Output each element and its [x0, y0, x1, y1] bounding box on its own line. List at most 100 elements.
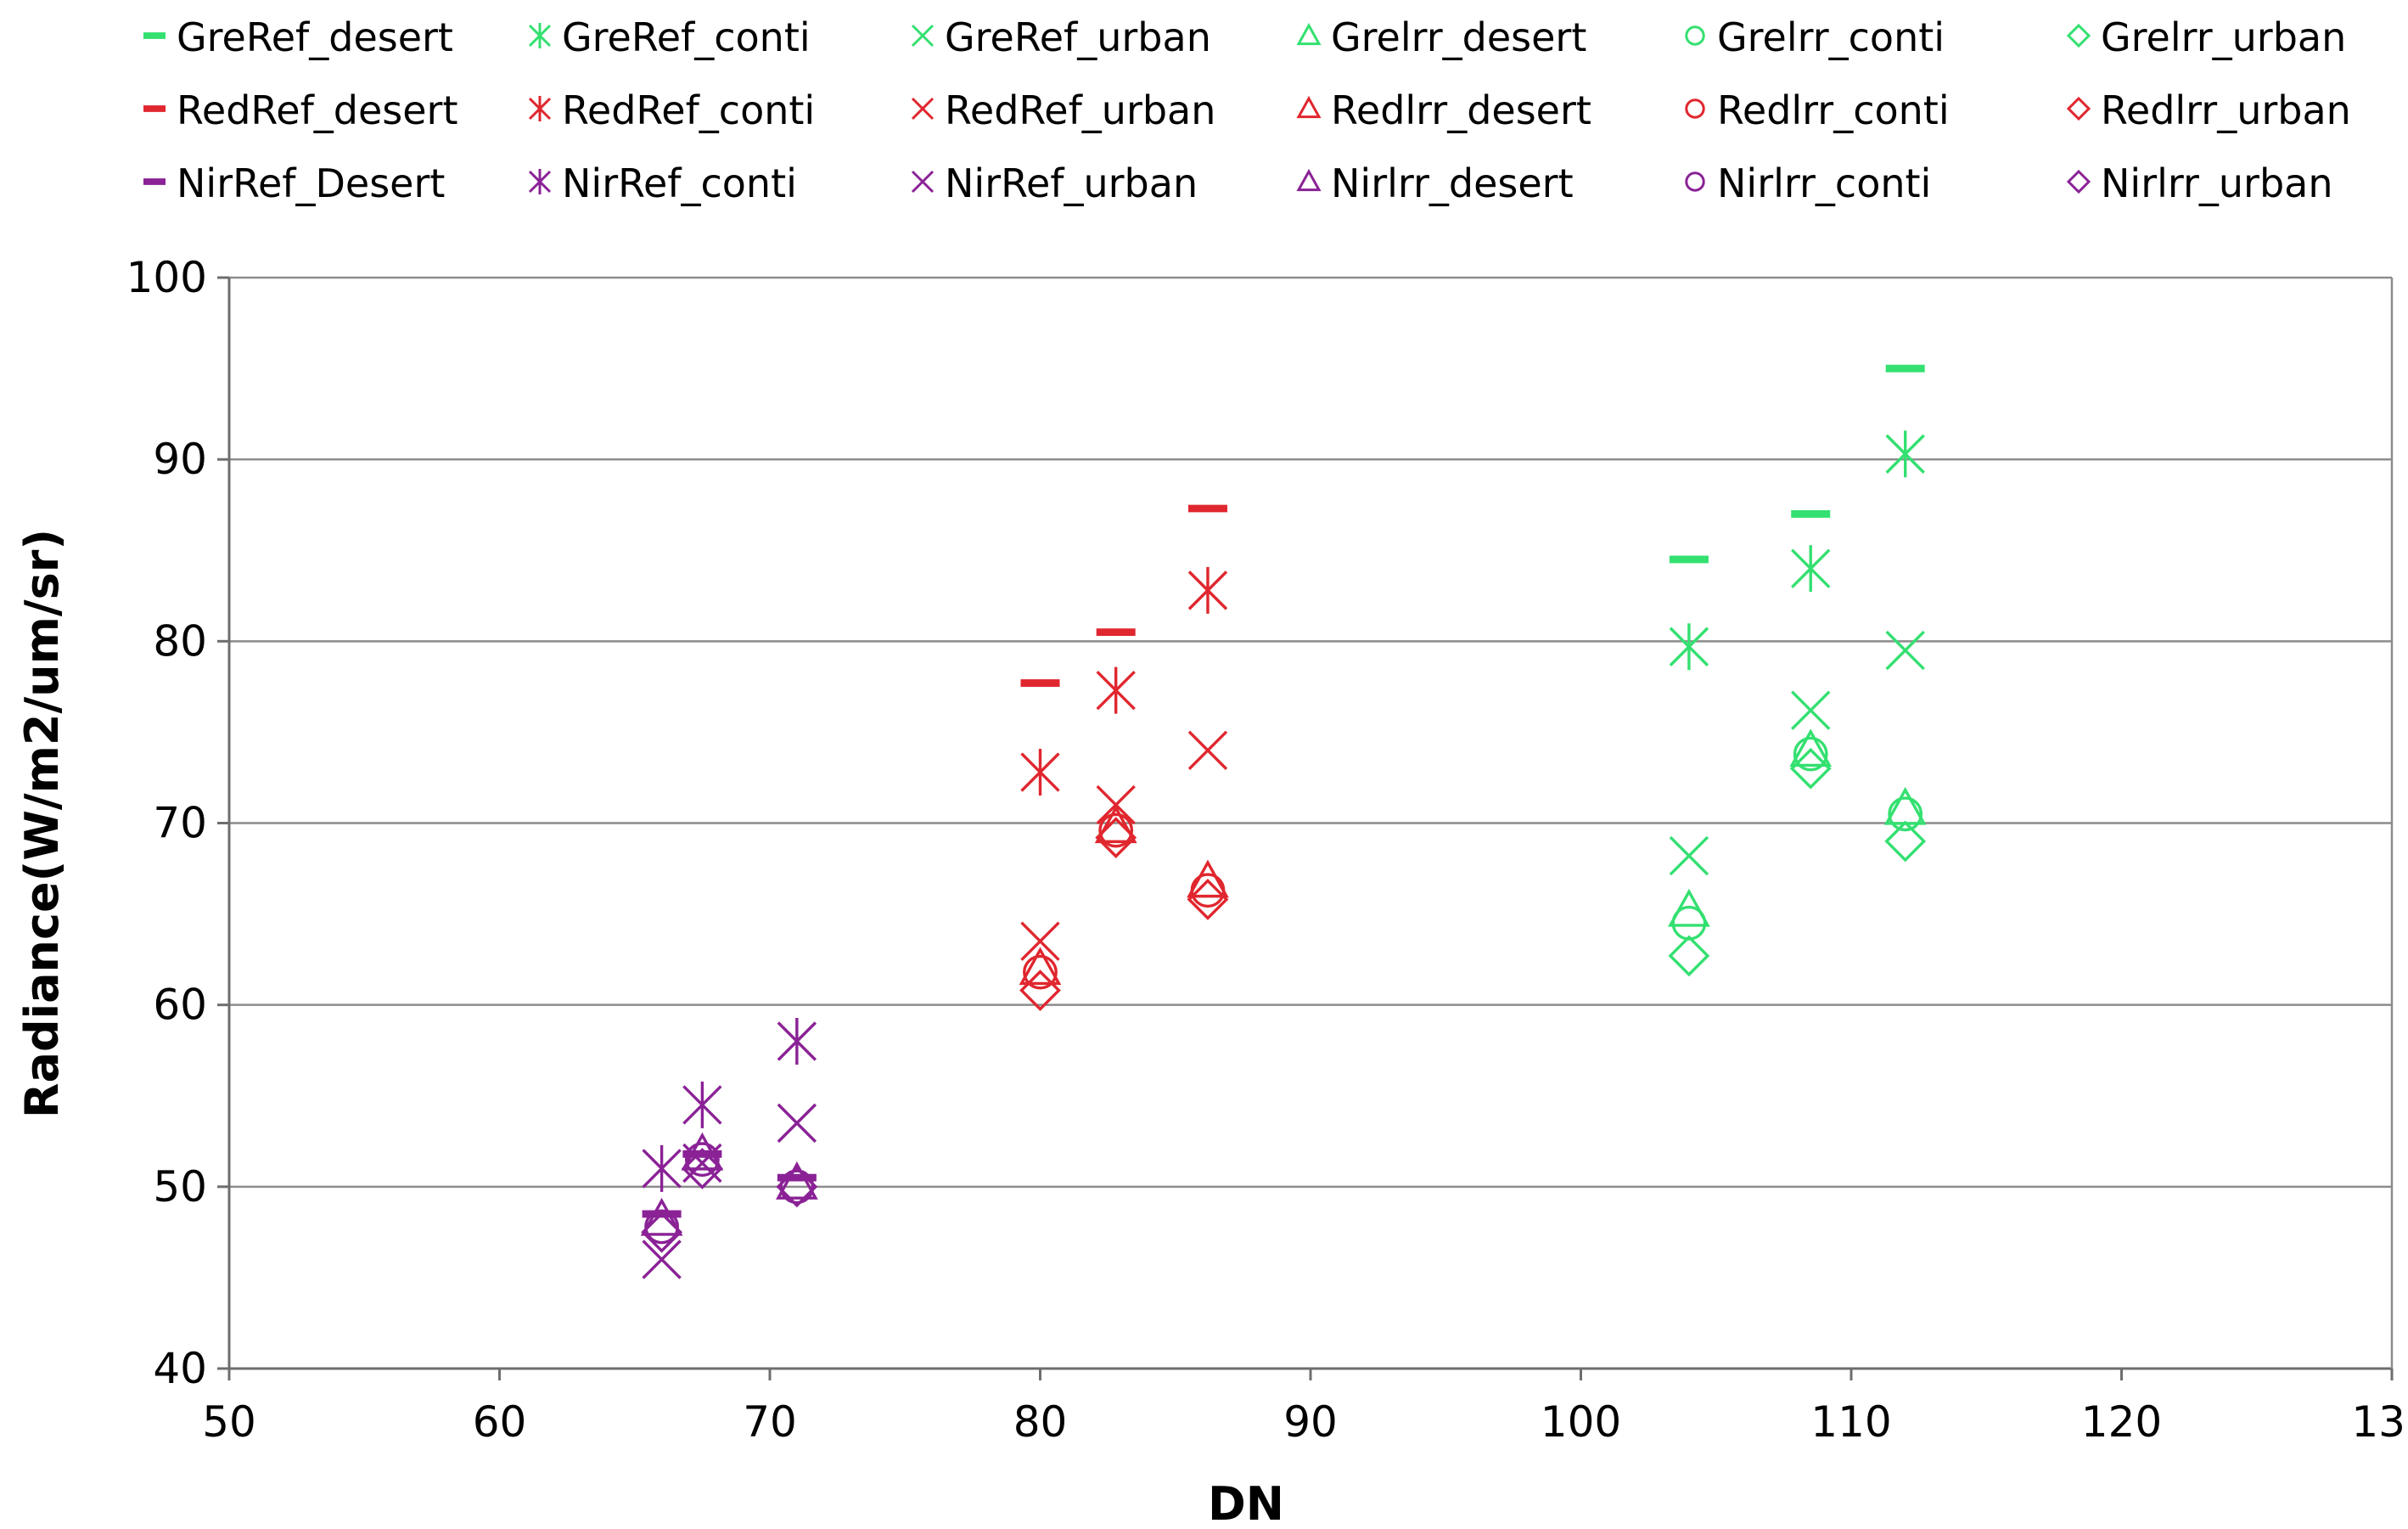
series-greirr-conti: [1671, 736, 1923, 941]
legend-label-nirirr-conti: Nirlrr_conti: [1717, 160, 1931, 206]
legend-marker-greref-urban: [911, 24, 935, 48]
data-marks: [640, 364, 1927, 1279]
x-axis-title: DN: [1208, 1477, 1284, 1529]
legend-label-redirr-conti: Redlrr_conti: [1717, 87, 1950, 133]
legend-label-nirref-urban: NirRef_urban: [945, 160, 1198, 206]
point-greref-urban: [1885, 630, 1925, 671]
point-nirirr-urban: [641, 1211, 683, 1253]
point-greref-urban: [1669, 835, 1709, 876]
legend-label-nirref-conti: NirRef_conti: [562, 160, 797, 206]
x-tick-label: 50: [202, 1397, 256, 1447]
legend-marker-nirref-urban: [911, 170, 935, 194]
point-redirr-conti: [1023, 954, 1058, 990]
point-redref-urban: [1020, 921, 1060, 961]
point-redirr-desert: [1094, 805, 1137, 844]
legend-item-greirr-desert: Grelrr_desert: [1296, 14, 1586, 60]
x-tick-label: 80: [1013, 1397, 1068, 1447]
legend-marker-nirirr-urban: [2066, 169, 2091, 194]
point-nirref-conti: [642, 1144, 682, 1192]
legend-marker-redirr-conti: [1685, 98, 1705, 119]
y-tick-label: 90: [153, 435, 207, 484]
x-tick-label: 70: [743, 1397, 797, 1447]
legend-item-redirr-desert: Redlrr_desert: [1296, 87, 1591, 133]
point-nirirr-desert: [775, 1161, 818, 1200]
legend-label-redref-conti: RedRef_conti: [562, 87, 815, 133]
series-redref-urban: [1020, 730, 1228, 961]
point-redirr-desert: [1019, 947, 1062, 986]
point-redref-urban: [1096, 784, 1136, 825]
y-tick-label: 40: [153, 1344, 207, 1393]
legend-label-nirirr-urban: Nirlrr_urban: [2101, 160, 2333, 206]
point-redirr-conti: [1098, 812, 1134, 848]
legend-item-nirirr-desert: Nirlrr_desert: [1296, 160, 1574, 206]
series-nirref-urban: [642, 1103, 817, 1279]
series-greref-urban: [1669, 630, 1925, 876]
legend-marker-redref-urban: [911, 97, 935, 121]
legend-label-redref-urban: RedRef_urban: [945, 87, 1215, 133]
point-greirr-conti: [1671, 905, 1707, 941]
point-redirr-urban: [1187, 879, 1229, 920]
y-tick-label: 80: [153, 616, 207, 666]
series-redirr-conti: [1023, 812, 1226, 990]
legend-marker-redirr-urban: [2066, 96, 2091, 121]
series-greref-desert: [1669, 364, 1925, 564]
x-tick-label: 60: [473, 1397, 527, 1447]
legend-marker-nirirr-conti: [1685, 171, 1705, 192]
series-greirr-urban: [1668, 747, 1927, 977]
legend-item-greref-conti: GreRef_conti: [528, 14, 811, 60]
legend-marker-greirr-conti: [1685, 25, 1705, 46]
legend-item-greirr-conti: Grelrr_conti: [1685, 14, 1945, 60]
x-tick-label: 110: [1810, 1397, 1891, 1447]
point-greirr-conti: [1793, 736, 1828, 772]
point-nirirr-conti: [779, 1169, 815, 1205]
point-nirirr-conti: [684, 1142, 720, 1178]
point-redirr-urban: [1019, 970, 1061, 1011]
x-tick-label: 120: [2081, 1397, 2162, 1447]
legend-item-nirirr-urban: Nirlrr_urban: [2066, 160, 2333, 206]
point-greref-urban: [1791, 690, 1831, 730]
point-greirr-urban: [1884, 820, 1927, 863]
legend-item-nirref-desert: NirRef_Desert: [143, 160, 445, 206]
point-nirirr-desert: [640, 1197, 683, 1236]
legend-item-redirr-conti: Redlrr_conti: [1685, 87, 1950, 133]
legend-label-greirr-conti: Grelrr_conti: [1717, 14, 1945, 60]
legend-item-redref-conti: RedRef_conti: [528, 87, 815, 133]
point-nirirr-urban: [681, 1148, 723, 1189]
x-tick-label: 13: [2351, 1397, 2405, 1447]
legend-marker-nirref-conti: [528, 169, 552, 194]
legend-marker-greirr-urban: [2066, 23, 2091, 48]
y-axis-title: Radiance(W/m2/um/sr): [15, 529, 69, 1118]
legend-item-nirref-conti: NirRef_conti: [528, 160, 797, 206]
series-redirr-desert: [1019, 805, 1229, 986]
series-redref-conti: [1020, 566, 1228, 796]
legend-label-redref-desert: RedRef_desert: [177, 87, 458, 133]
point-greirr-desert: [1668, 888, 1710, 927]
point-nirref-urban: [642, 1240, 682, 1279]
grid: [229, 276, 2392, 1370]
series-redirr-urban: [1019, 817, 1229, 1011]
point-redirr-conti: [1190, 873, 1226, 908]
legend-item-redirr-urban: Redlrr_urban: [2066, 87, 2351, 133]
legend-marker-redirr-desert: [1296, 95, 1322, 119]
point-greirr-conti: [1888, 796, 1923, 832]
point-redref-urban: [1187, 730, 1228, 771]
legend-label-greref-desert: GreRef_desert: [177, 14, 453, 60]
point-greref-conti: [1791, 545, 1831, 593]
legend-item-redref-urban: RedRef_urban: [911, 87, 1215, 133]
point-greirr-urban: [1789, 747, 1832, 790]
legend: GreRef_desert GreRef_conti GreRef_urban Gre…: [143, 14, 2351, 206]
legend-marker-redref-conti: [528, 96, 552, 121]
point-greref-conti: [1669, 623, 1709, 671]
point-nirirr-conti: [644, 1209, 679, 1245]
legend-item-redref-desert: RedRef_desert: [143, 87, 458, 133]
legend-item-greirr-urban: Grelrr_urban: [2066, 14, 2346, 60]
legend-item-greref-desert: GreRef_desert: [143, 14, 453, 60]
point-nirref-conti: [777, 1018, 817, 1065]
point-greref-conti: [1885, 430, 1925, 478]
legend-label-greref-urban: GreRef_urban: [945, 14, 1211, 60]
y-tick-label: 50: [153, 1162, 207, 1211]
point-nirref-urban: [777, 1103, 817, 1144]
